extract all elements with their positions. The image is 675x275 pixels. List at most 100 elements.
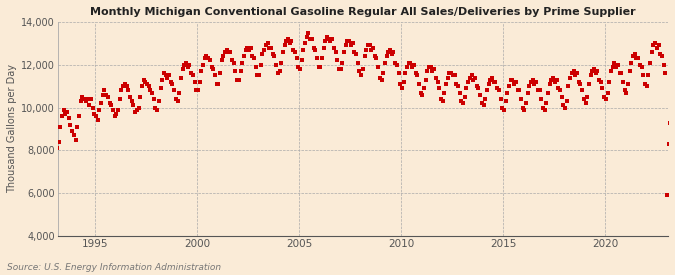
Point — [172, 99, 183, 103]
Point — [94, 108, 105, 112]
Point — [308, 45, 319, 50]
Point — [524, 84, 535, 88]
Point — [466, 73, 477, 78]
Point — [667, 103, 675, 108]
Point — [648, 43, 659, 48]
Point — [533, 88, 543, 93]
Point — [273, 71, 284, 75]
Point — [417, 92, 428, 97]
Point — [184, 62, 195, 67]
Point — [386, 52, 397, 56]
Point — [640, 82, 651, 86]
Point — [368, 45, 379, 50]
Point — [502, 90, 512, 95]
Point — [590, 71, 601, 75]
Point — [629, 52, 640, 56]
Point — [624, 69, 635, 73]
Point — [626, 60, 637, 65]
Point — [477, 101, 487, 105]
Point — [315, 65, 326, 69]
Point — [506, 78, 516, 82]
Point — [350, 52, 361, 56]
Point — [519, 108, 530, 112]
Point — [221, 48, 232, 52]
Point — [572, 71, 583, 75]
Point — [435, 97, 446, 101]
Point — [70, 138, 81, 142]
Point — [286, 39, 297, 43]
Point — [237, 60, 248, 65]
Point — [516, 97, 526, 101]
Point — [410, 71, 421, 75]
Point — [322, 35, 333, 39]
Point — [186, 71, 196, 75]
Point — [480, 97, 491, 101]
Point — [381, 54, 392, 58]
Point — [189, 80, 200, 84]
Point — [347, 41, 358, 45]
Point — [109, 114, 120, 118]
Point — [619, 88, 630, 93]
Point — [587, 69, 597, 73]
Point — [539, 108, 550, 112]
Point — [364, 43, 375, 48]
Point — [174, 90, 185, 95]
Point — [97, 92, 108, 97]
Point — [178, 67, 188, 71]
Point — [475, 92, 485, 97]
Point — [277, 50, 288, 54]
Point — [662, 193, 672, 197]
Point — [605, 69, 616, 73]
Point — [634, 62, 645, 67]
Point — [162, 75, 173, 80]
Point — [451, 82, 462, 86]
Point — [152, 108, 163, 112]
Point — [352, 60, 363, 65]
Point — [425, 65, 436, 69]
Point — [114, 97, 125, 101]
Point — [332, 58, 343, 63]
Point — [284, 41, 295, 45]
Point — [485, 78, 495, 82]
Point — [421, 78, 431, 82]
Point — [641, 84, 652, 88]
Point — [414, 82, 425, 86]
Point — [296, 58, 307, 63]
Point — [510, 80, 521, 84]
Point — [99, 88, 110, 93]
Point — [389, 60, 400, 65]
Point — [512, 88, 523, 93]
Point — [211, 82, 222, 86]
Point — [146, 90, 157, 95]
Point — [592, 69, 603, 73]
Point — [366, 48, 377, 52]
Point — [493, 88, 504, 93]
Point — [531, 80, 541, 84]
Point — [325, 39, 336, 43]
Point — [497, 105, 508, 110]
Point — [558, 103, 569, 108]
Point — [358, 67, 369, 71]
Point — [562, 99, 572, 103]
Title: Monthly Michigan Conventional Gasoline Regular All Sales/Deliveries by Prime Sup: Monthly Michigan Conventional Gasoline R… — [90, 7, 636, 17]
Point — [674, 92, 675, 97]
Point — [75, 99, 86, 103]
Point — [636, 65, 647, 69]
Point — [563, 84, 574, 88]
Point — [527, 78, 538, 82]
Point — [473, 86, 484, 90]
Point — [450, 73, 460, 78]
Point — [424, 65, 435, 69]
Point — [96, 101, 107, 105]
Point — [256, 62, 267, 67]
Point — [333, 67, 344, 71]
Point — [132, 108, 142, 112]
Point — [257, 52, 268, 56]
Point — [541, 101, 552, 105]
Point — [104, 101, 115, 105]
Point — [612, 62, 623, 67]
Point — [383, 50, 394, 54]
Point — [313, 65, 324, 69]
Point — [500, 99, 511, 103]
Point — [271, 62, 281, 67]
